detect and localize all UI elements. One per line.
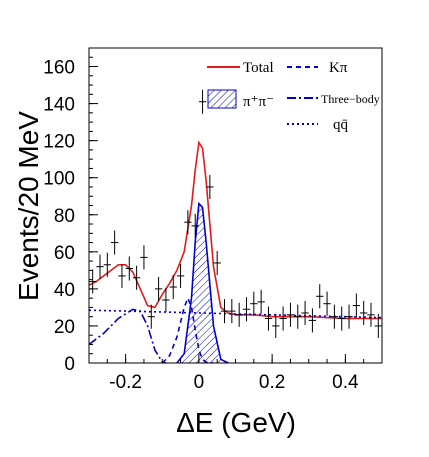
data-point xyxy=(220,299,229,324)
data-point xyxy=(169,274,177,300)
y-axis-ticks: 0 20 40 60 80 100 120 140 160 xyxy=(43,47,98,375)
data-point xyxy=(374,313,382,338)
legend-label-total: Total xyxy=(243,60,274,76)
y-tick-label: 140 xyxy=(43,95,75,116)
data-point xyxy=(89,269,97,294)
legend-label-qqbar: qq̄ xyxy=(333,117,349,133)
data-point xyxy=(235,302,243,327)
data-points-layer xyxy=(89,89,382,338)
data-point xyxy=(294,304,302,329)
data-point xyxy=(323,291,331,316)
legend: Total Kπ π⁺π⁻ Three−body qq̄ xyxy=(207,60,380,133)
y-tick-label: 160 xyxy=(43,58,75,79)
data-point xyxy=(301,300,309,326)
data-point xyxy=(198,89,207,114)
data-point xyxy=(228,299,236,324)
data-point xyxy=(272,313,280,338)
data-point xyxy=(103,252,111,277)
y-tick-label: 100 xyxy=(43,169,75,190)
data-point xyxy=(338,306,346,331)
data-point xyxy=(257,289,265,314)
series-line-0 xyxy=(89,140,382,320)
data-point xyxy=(250,291,258,316)
data-point xyxy=(360,300,368,326)
data-point xyxy=(352,293,361,318)
legend-swatch-pipi xyxy=(207,89,237,109)
x-tick-label: -0.2 xyxy=(109,372,142,393)
data-point xyxy=(330,304,339,329)
x-tick-label: 0 xyxy=(194,372,205,393)
data-point xyxy=(345,304,353,329)
data-point xyxy=(367,302,375,327)
data-point xyxy=(162,287,170,313)
data-point xyxy=(279,306,287,331)
y-tick-label: 60 xyxy=(54,243,75,264)
data-point xyxy=(125,256,133,281)
data-point xyxy=(213,250,221,275)
data-point xyxy=(147,304,155,329)
x-axis-ticks: -0.2 0 0.2 0.4 xyxy=(88,354,383,393)
data-point xyxy=(96,254,104,279)
y-tick-label: 120 xyxy=(43,132,75,153)
data-point xyxy=(206,174,214,200)
data-point xyxy=(191,213,199,238)
x-tick-label: 0.4 xyxy=(332,372,359,393)
data-point xyxy=(154,276,163,301)
y-tick-label: 0 xyxy=(64,354,75,375)
data-point xyxy=(316,284,324,309)
y-tick-label: 20 xyxy=(54,317,75,338)
y-tick-label: 80 xyxy=(54,206,75,227)
x-axis-title: ΔE (GeV) xyxy=(176,407,296,438)
data-point xyxy=(140,245,148,270)
series-line-3 xyxy=(89,308,167,363)
series-line-4 xyxy=(89,309,382,319)
data-point xyxy=(286,302,295,327)
data-point xyxy=(132,265,141,290)
series-fill-2 xyxy=(176,203,229,363)
series-line-2 xyxy=(176,201,229,363)
data-point xyxy=(184,210,192,235)
legend-label-kpi: Kπ xyxy=(329,60,348,76)
data-point xyxy=(176,263,185,288)
x-tick-label: 0.2 xyxy=(259,372,285,393)
data-point xyxy=(264,306,273,331)
data-point xyxy=(118,263,126,288)
data-point xyxy=(110,230,119,255)
data-point xyxy=(308,308,317,333)
curves-layer xyxy=(89,140,382,363)
y-tick-label: 40 xyxy=(54,280,75,301)
legend-label-pipi: π⁺π⁻ xyxy=(243,94,274,110)
data-point xyxy=(242,297,251,322)
y-axis-title: Events/20 MeV xyxy=(13,111,44,301)
legend-label-threebody: Three−body xyxy=(321,92,380,106)
